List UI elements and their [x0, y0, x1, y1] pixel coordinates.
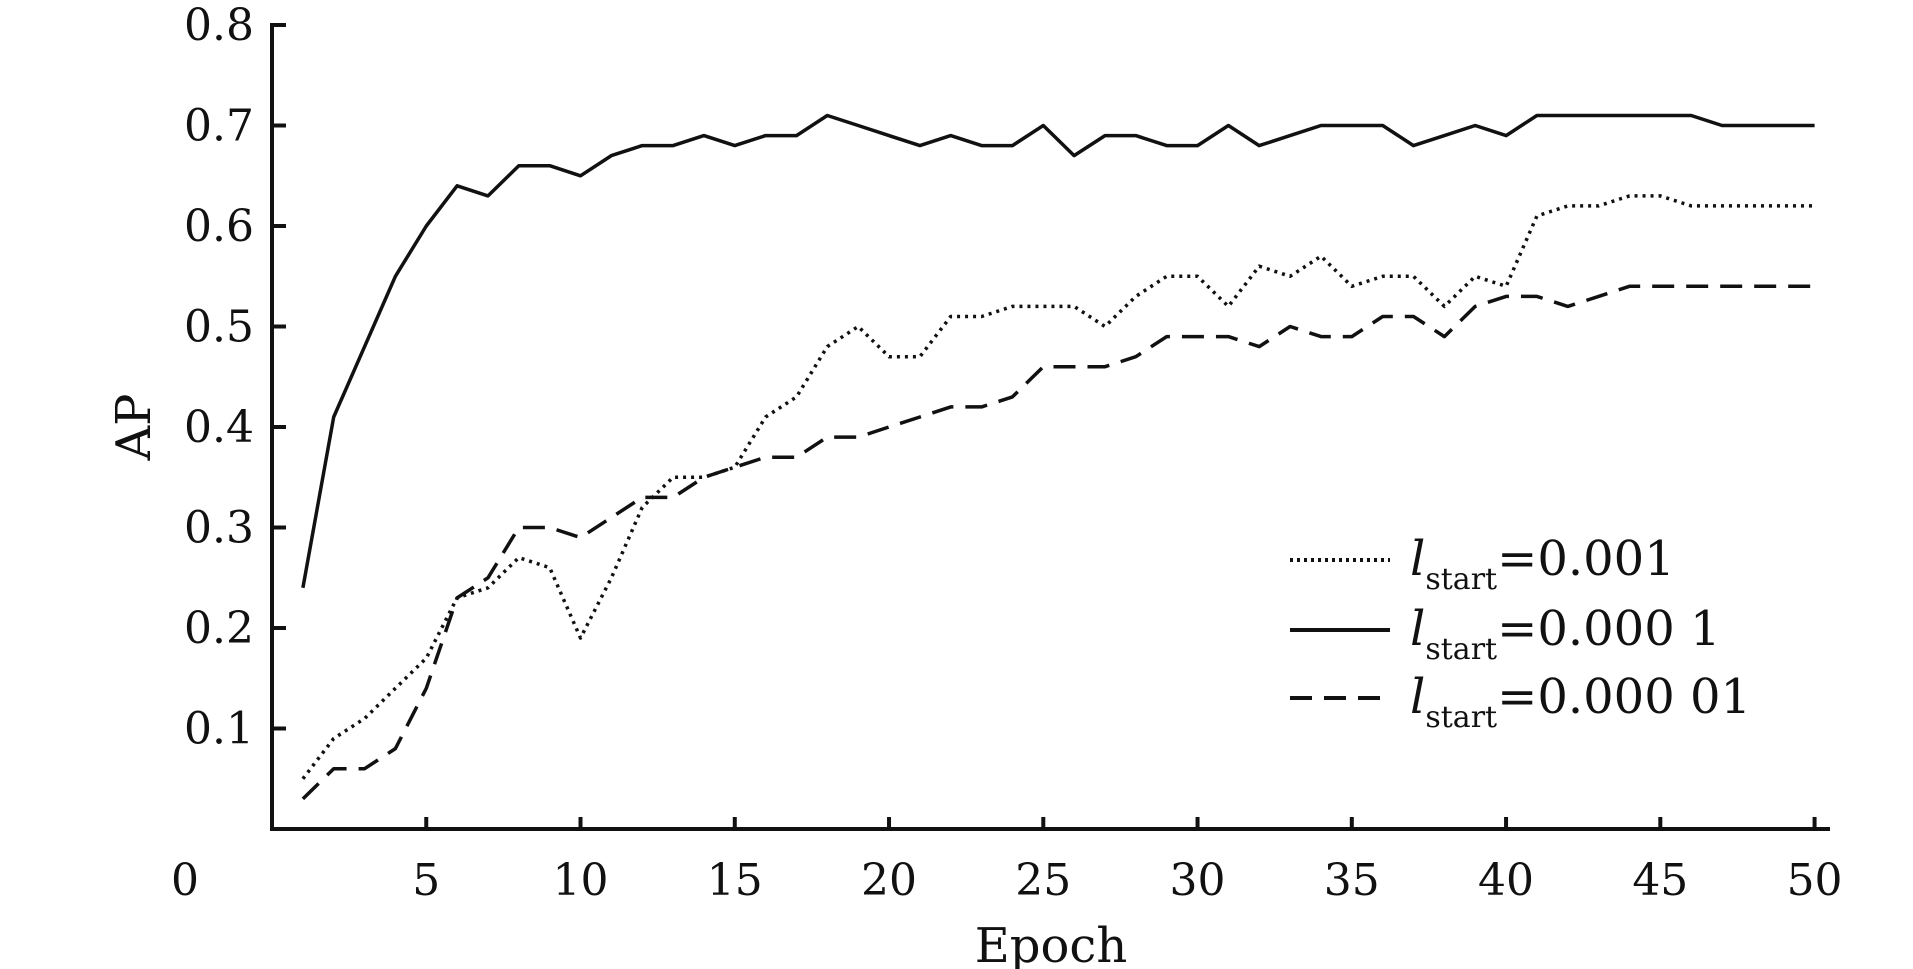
- x-tick-label: 40: [1478, 855, 1534, 906]
- legend-subscript: start: [1425, 700, 1497, 735]
- x-axis-title: Epoch: [975, 918, 1127, 969]
- x-tick-label: 45: [1632, 855, 1688, 906]
- ticks: 0 5 10 15 20 25 30 35 40 45 50 0.1 0.2 0.3 0.4 0.5 0.6 0.…: [171, 0, 1843, 906]
- legend-symbol: l: [1410, 669, 1425, 725]
- x-tick-label: 10: [553, 855, 609, 906]
- y-tick-label: 0.7: [184, 101, 254, 152]
- legend-entry: lstart=0.000 01: [1410, 669, 1751, 735]
- y-tick-label: 0.8: [184, 0, 254, 51]
- y-tick-label: 0.2: [184, 603, 254, 654]
- series-line-dashed: [301, 284, 1815, 801]
- series-line-solid: [301, 113, 1815, 589]
- x-tick-label: 30: [1170, 855, 1226, 906]
- x-tick-label: 35: [1324, 855, 1380, 906]
- y-tick-label: 0.6: [184, 201, 254, 252]
- y-axis-title: AP: [106, 394, 162, 462]
- legend-entry: lstart=0.001: [1410, 531, 1675, 597]
- x-tick-label: 0: [171, 855, 199, 906]
- y-tick-label: 0.5: [184, 302, 254, 353]
- x-tick-label: 50: [1787, 855, 1843, 906]
- y-tick-label: 0.3: [184, 503, 254, 554]
- legend-subscript: start: [1425, 632, 1497, 667]
- legend-subscript: start: [1425, 562, 1497, 597]
- series-layer: [301, 113, 1815, 801]
- series-line-dotted: [301, 194, 1815, 780]
- legend-symbol: l: [1410, 601, 1425, 657]
- x-tick-label: 5: [412, 855, 440, 906]
- legend-entry: lstart=0.000 1: [1410, 601, 1721, 667]
- y-tick-label: 0.1: [184, 704, 254, 755]
- legend-value: =0.000 01: [1497, 669, 1751, 725]
- x-tick-label: 20: [861, 855, 917, 906]
- x-tick-label: 25: [1015, 855, 1071, 906]
- legend-symbol: l: [1410, 531, 1425, 587]
- y-tick-label: 0.4: [184, 402, 254, 453]
- x-tick-label: 15: [707, 855, 763, 906]
- legend-value: =0.000 1: [1497, 601, 1720, 657]
- legend-value: =0.001: [1497, 531, 1675, 587]
